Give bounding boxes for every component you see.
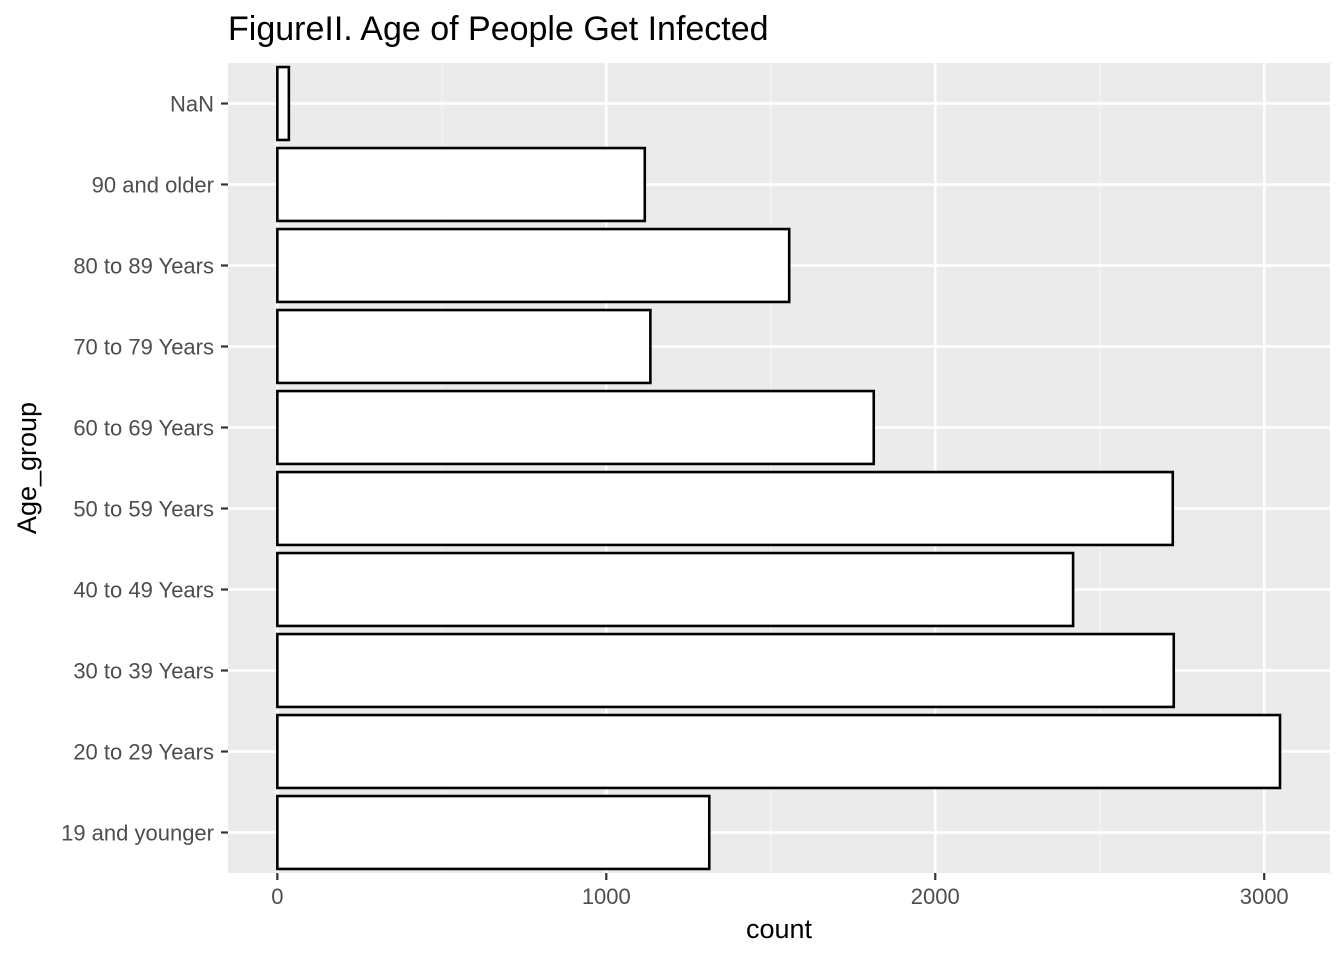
bar bbox=[276, 227, 791, 304]
y-tick-label: 30 to 39 Years bbox=[73, 659, 214, 684]
bar bbox=[276, 632, 1176, 709]
x-tick-label: 3000 bbox=[1240, 884, 1289, 909]
bar bbox=[276, 146, 647, 223]
bar bbox=[276, 794, 711, 871]
x-axis-title: count bbox=[746, 914, 813, 944]
bar bbox=[276, 551, 1075, 628]
bar bbox=[276, 389, 876, 466]
y-tick-label: 80 to 89 Years bbox=[73, 254, 214, 279]
bar bbox=[276, 308, 652, 385]
x-axis: 0 1000 2000 3000 bbox=[271, 873, 1289, 909]
bars bbox=[276, 65, 1282, 871]
y-axis-title: Age_group bbox=[12, 402, 42, 534]
x-tick-label: 0 bbox=[271, 884, 283, 909]
y-tick-label: 60 to 69 Years bbox=[73, 416, 214, 441]
bar bbox=[276, 470, 1175, 547]
x-tick-label: 2000 bbox=[911, 884, 960, 909]
bar bbox=[276, 65, 291, 142]
y-axis: 19 and younger 20 to 29 Years 30 to 39 Yea… bbox=[61, 92, 228, 846]
y-tick-label: 40 to 49 Years bbox=[73, 578, 214, 603]
chart-title: FigureII. Age of People Get Infected bbox=[228, 10, 769, 48]
y-tick-label: 50 to 59 Years bbox=[73, 497, 214, 522]
y-tick-label: 90 and older bbox=[92, 173, 214, 198]
y-tick-label: 19 and younger bbox=[61, 821, 214, 846]
y-tick-label: 20 to 29 Years bbox=[73, 740, 214, 765]
y-tick-label: NaN bbox=[170, 92, 214, 117]
y-tick-label: 70 to 79 Years bbox=[73, 335, 214, 360]
bar bbox=[276, 713, 1282, 790]
x-tick-label: 1000 bbox=[582, 884, 631, 909]
